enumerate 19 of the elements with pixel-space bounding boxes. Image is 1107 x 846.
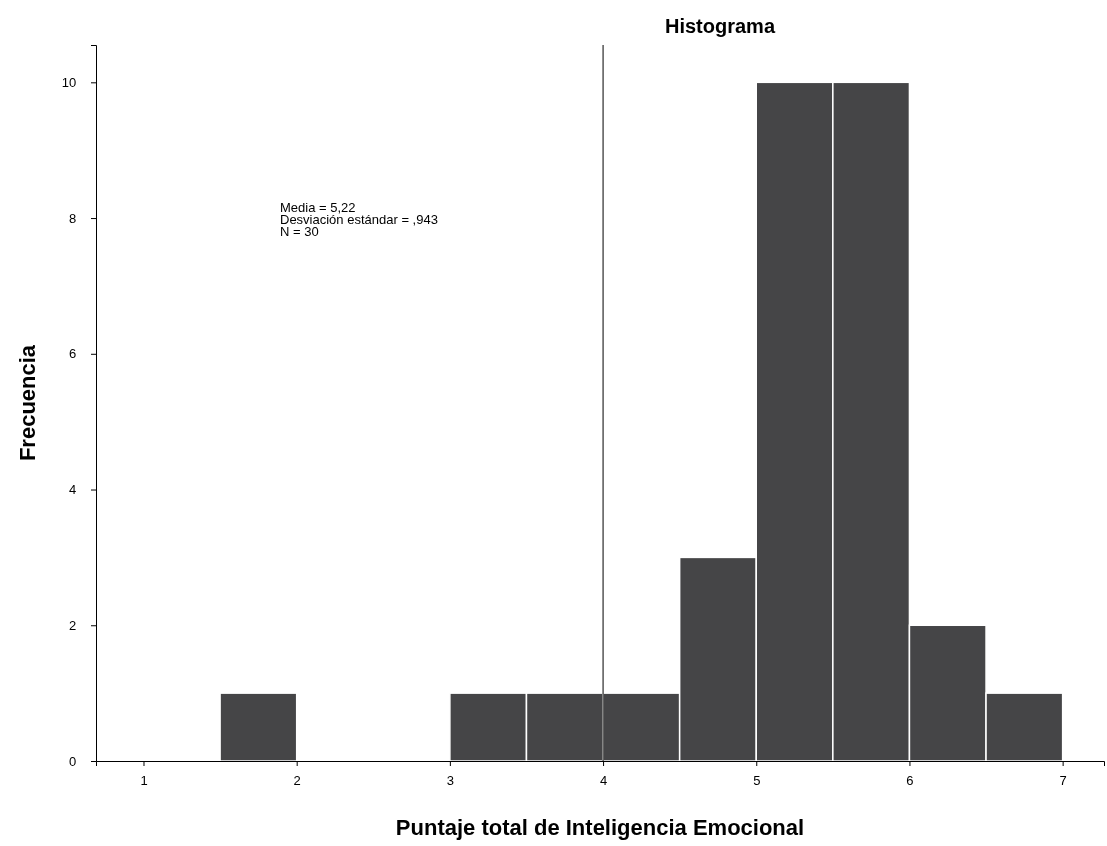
y-tick-label: 0 [69,753,77,769]
x-tick-label: 3 [446,772,454,788]
y-tick-label: 8 [69,210,77,226]
annotation: Media = 5,22 [280,200,356,215]
x-tick-label: 5 [753,772,761,788]
y-tick-label: 2 [69,617,77,633]
x-tick-label: 2 [293,772,301,788]
y-axis-title: Frecuencia [15,344,40,462]
annotation: N = 30 [280,224,319,239]
y-tick-label: 4 [69,482,77,498]
x-tick-label: 7 [1059,772,1067,788]
chart-title: Histograma [664,15,776,37]
x-axis-title: Puntaje total de Inteligencia Emocional [395,815,805,840]
y-tick-label: 10 [61,74,77,90]
x-tick-label: 4 [599,772,608,788]
x-tick-label: 6 [906,772,914,788]
x-tick-label: 1 [140,772,148,788]
y-tick-label: 6 [69,346,77,362]
annotation: Desviación estándar = ,943 [280,212,438,227]
